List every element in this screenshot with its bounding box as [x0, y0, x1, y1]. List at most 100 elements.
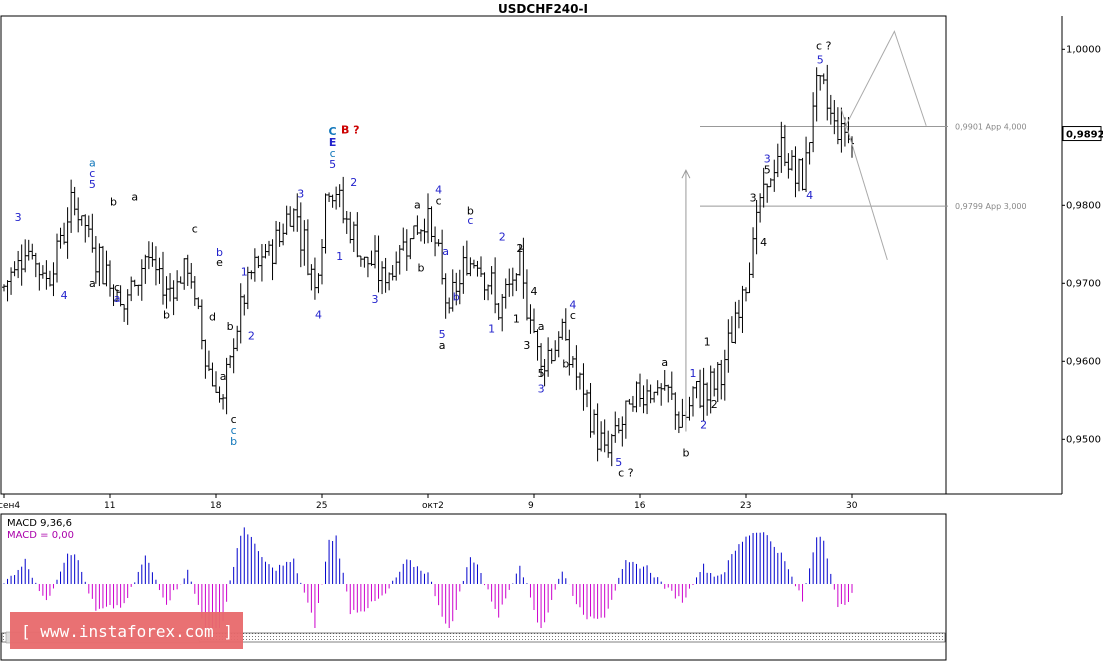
- wave-label: b: [110, 195, 117, 208]
- wave-label: 3: [15, 211, 22, 224]
- wave-label: c: [330, 147, 336, 160]
- wave-label: 5: [615, 456, 622, 469]
- time-tick-label: 9: [528, 501, 534, 511]
- wave-label: C: [329, 125, 337, 138]
- wave-label: 2: [248, 329, 255, 342]
- levels: 0,9901 App 4,000 0,9799 App 3,000: [700, 123, 1027, 211]
- wave-label: 5: [89, 178, 96, 191]
- time-tick-label: сен4: [0, 501, 20, 511]
- wave-label: b: [453, 290, 460, 303]
- wave-label: 2: [499, 230, 506, 243]
- time-tick-label: 23: [740, 501, 751, 511]
- watermark-text: [ www.instaforex.com ]: [21, 622, 233, 641]
- wave-label: b: [230, 435, 237, 448]
- wave-label: e: [216, 256, 223, 269]
- wave-label: 1: [336, 250, 343, 263]
- wave-label: b: [467, 205, 474, 218]
- wave-label: c: [192, 223, 198, 236]
- wave-label: c: [231, 424, 237, 437]
- wave-label: 2: [711, 398, 718, 411]
- wave-label: 3: [750, 191, 757, 204]
- wave-label: a: [89, 277, 96, 290]
- wave-label: d: [209, 311, 216, 324]
- wave-label: a: [220, 370, 227, 383]
- time-tick-label: 30: [846, 501, 858, 511]
- wave-label: c ?: [816, 39, 832, 52]
- projection-arrow-head: [681, 169, 691, 179]
- wave-label: 1: [690, 367, 697, 380]
- wave-label: b: [163, 308, 170, 321]
- price-tick-label: 0,9500: [1066, 434, 1101, 445]
- wave-label: a: [131, 191, 138, 204]
- wave-label: 3: [764, 152, 771, 165]
- wave-label: 2: [350, 176, 357, 189]
- hscroll-strip[interactable]: [1, 632, 946, 643]
- wave-label: 5: [817, 53, 824, 66]
- wave-label: 1: [513, 312, 520, 325]
- price-tick-label: 0,9700: [1066, 278, 1101, 289]
- wave-label: c: [570, 309, 576, 322]
- wave-label: a: [442, 245, 449, 258]
- ohlc-bars: [2, 64, 854, 467]
- wave-label: 4: [760, 236, 767, 249]
- level-label: 0,9901 App 4,000: [955, 123, 1027, 132]
- price-tick-label: 0,9800: [1066, 200, 1101, 211]
- wave-label: 5: [439, 328, 446, 341]
- watermark-box: [10, 612, 243, 649]
- wave-label: 4: [806, 189, 813, 202]
- time-tick-label: 18: [210, 501, 222, 511]
- wave-label: 1: [241, 266, 248, 279]
- wave-label: 3: [538, 383, 545, 396]
- current-price-tag: 0,9892: [1062, 126, 1103, 142]
- wave-label: 3: [297, 188, 304, 201]
- wave-label: B ?: [341, 124, 360, 137]
- price-tick-label: 1,0000: [1066, 44, 1101, 55]
- chart-title: USDCHF240-I: [498, 2, 588, 16]
- wave-label: c: [114, 281, 120, 294]
- wave-label: 2: [516, 242, 523, 255]
- wave-label: 4: [61, 289, 68, 302]
- wave-label: a: [439, 339, 446, 352]
- indicator-value-label: MACD = 0,00: [7, 530, 74, 541]
- wave-label: b: [417, 262, 424, 275]
- time-tick-label: 16: [634, 501, 646, 511]
- wave-label: 4: [315, 308, 322, 321]
- level-label: 0,9799 App 3,000: [955, 202, 1027, 211]
- wave-label: 1: [488, 322, 495, 335]
- current-price-label: 0,9892: [1066, 130, 1103, 141]
- macd-histogram: [3, 527, 853, 628]
- wave-label: a: [114, 292, 121, 305]
- price-axis: 1,0000 0,9800 0,9700 0,9600 0,9500: [1062, 44, 1101, 445]
- projection-path-lower[interactable]: [840, 109, 888, 261]
- wave-label: 5: [538, 367, 545, 380]
- wave-label: c: [89, 167, 95, 180]
- indicator-name-label: MACD 9,36,6: [7, 518, 72, 529]
- wave-label: 3: [372, 293, 379, 306]
- wave-label: 5: [764, 163, 771, 176]
- wave-label: a: [414, 198, 421, 211]
- projection-lines: [681, 30, 927, 432]
- wave-label: c: [436, 195, 442, 208]
- wave-label: b: [682, 446, 689, 459]
- wave-label: b: [216, 246, 223, 259]
- wave-label: c: [231, 413, 237, 426]
- main-panel-frame: [0, 15, 947, 495]
- wave-label: E: [329, 136, 337, 149]
- time-tick-label: 25: [316, 501, 327, 511]
- wave-label: c: [467, 214, 473, 227]
- wave-label: a: [538, 320, 545, 333]
- projection-path-upper[interactable]: [844, 30, 927, 128]
- wave-label: 4: [531, 285, 538, 298]
- wave-label: 5: [329, 158, 336, 171]
- wave-label: 3: [523, 339, 530, 352]
- wave-label: b: [562, 358, 569, 371]
- price-tick-label: 0,9600: [1066, 356, 1101, 367]
- wave-label: 1: [704, 336, 711, 349]
- wave-label: a: [89, 156, 96, 169]
- time-tick-label: окт2: [422, 501, 444, 511]
- wave-label: 2: [700, 418, 707, 431]
- time-axis: сен4 11 18 25 окт2 9 16 23 30: [0, 494, 858, 511]
- wave-label: a: [661, 356, 668, 369]
